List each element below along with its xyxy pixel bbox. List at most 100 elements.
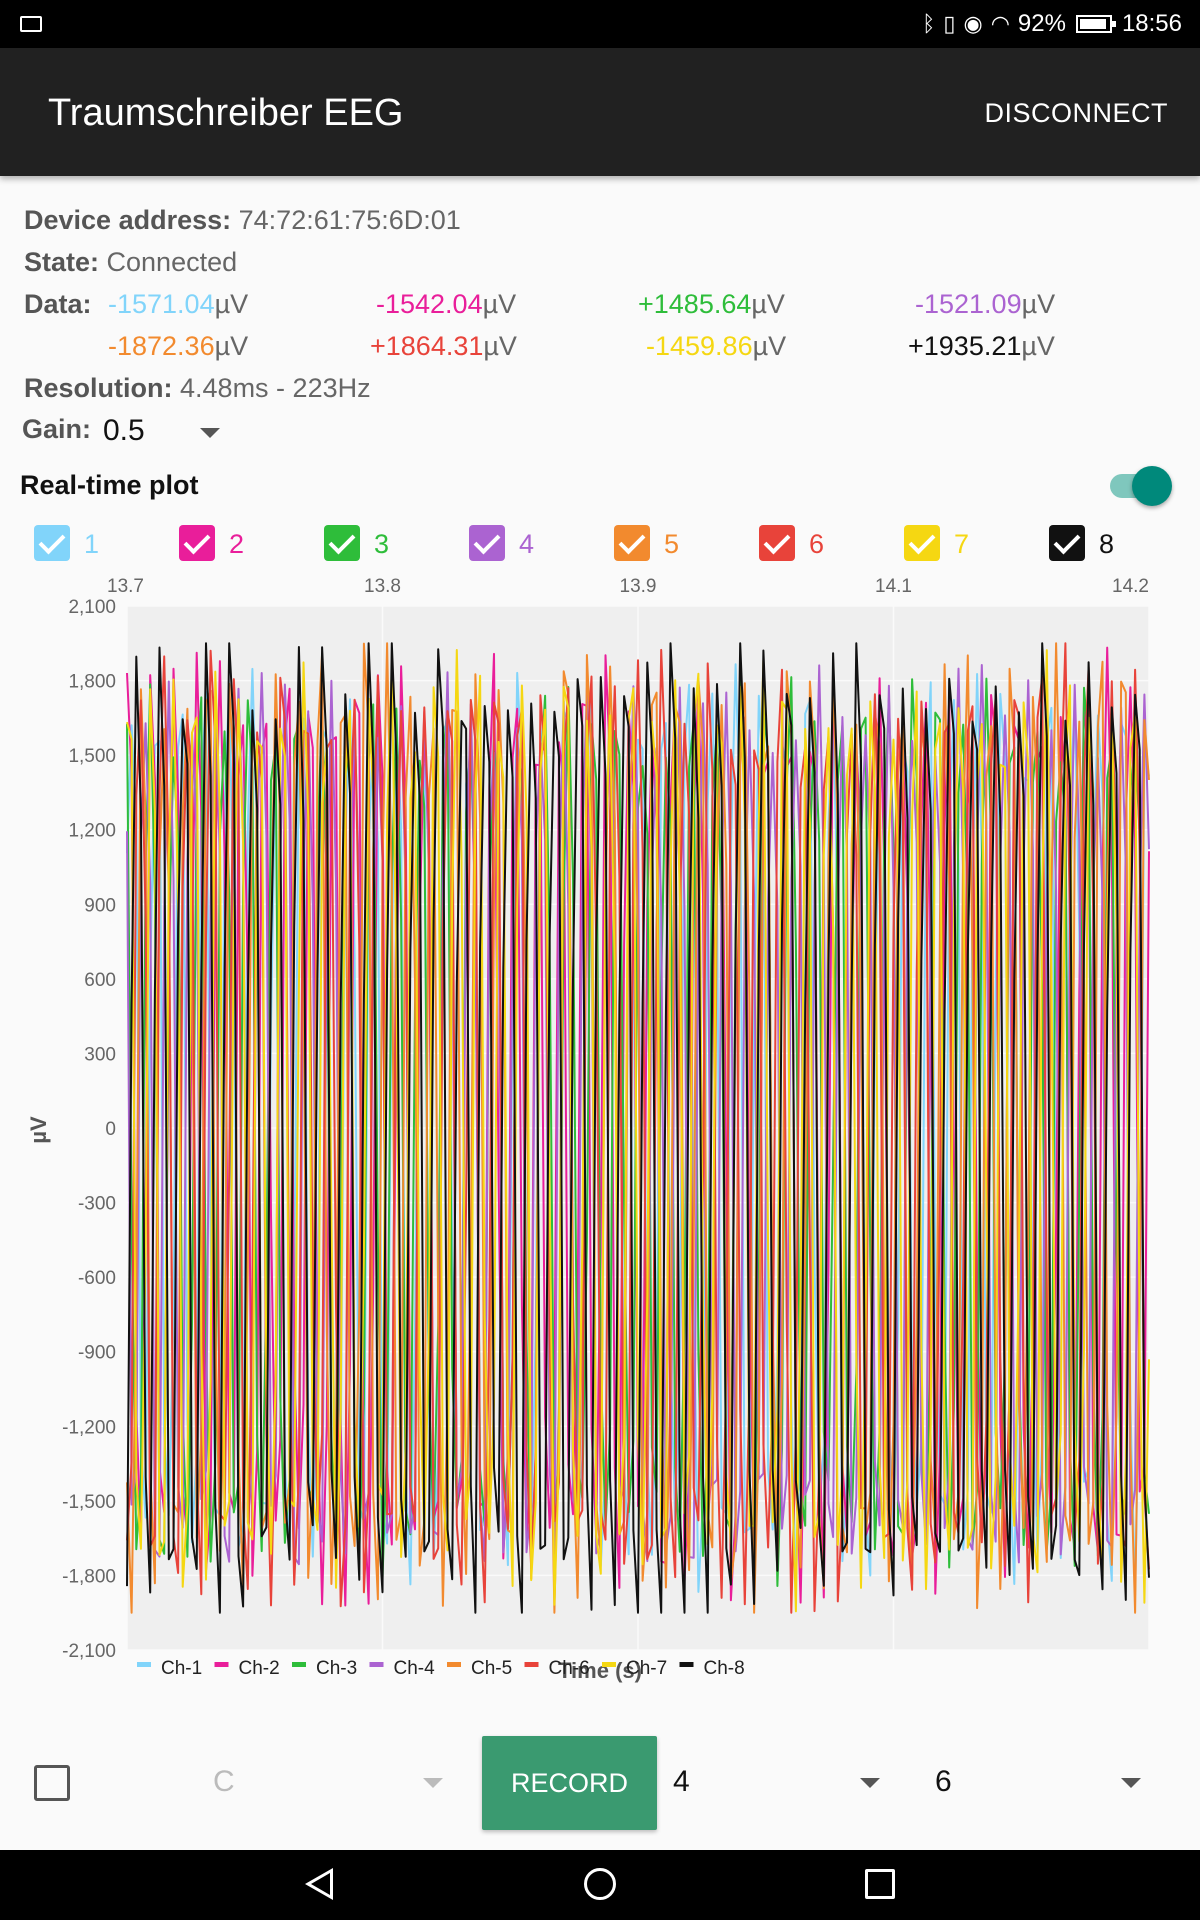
- legend-swatch-ch-4: [369, 1662, 384, 1667]
- legend-label-ch-7: Ch-7: [626, 1658, 667, 1679]
- back-icon[interactable]: [305, 1868, 333, 1900]
- series-line-ch-8: [126, 642, 1150, 1614]
- legend-label-ch-1: Ch-1: [161, 1658, 202, 1679]
- legend-swatch-ch-1: [137, 1662, 151, 1667]
- channel-toggle-5[interactable]: [614, 525, 650, 561]
- channel-value-8: +1935.21µV: [908, 331, 1055, 361]
- y-tick-label: 1,200: [68, 821, 116, 842]
- series-line-ch-4: [126, 664, 1150, 1566]
- state-value: Connected: [106, 247, 238, 277]
- data-row: Data:: [24, 289, 92, 320]
- y-axis-label: µV: [26, 1116, 51, 1144]
- channel-toggle-label-3: 3: [374, 529, 390, 559]
- home-icon[interactable]: [584, 1868, 616, 1900]
- realtime-plot-label: Real-time plot: [20, 470, 199, 500]
- channel-toggle-3[interactable]: [324, 525, 360, 561]
- channel-toggle-label-6: 6: [809, 529, 825, 559]
- device-address-row: Device address: 74:72:61:75:6D:01: [24, 205, 461, 236]
- spinner-6[interactable]: 6: [935, 1765, 952, 1798]
- channel-toggle-8[interactable]: [1049, 525, 1085, 561]
- device-address-value: 74:72:61:75:6D:01: [238, 205, 461, 235]
- channel-toggle-label-8: 8: [1099, 529, 1115, 559]
- y-tick-label: -1,500: [62, 1492, 116, 1513]
- channel-toggle-6[interactable]: [759, 525, 795, 561]
- spinner-6-dropdown-icon[interactable]: [1121, 1778, 1141, 1788]
- x-axis-label: Time (s): [558, 1658, 642, 1683]
- eye-icon: ◉: [963, 11, 983, 36]
- status-bar: ᛒ ▯ ◉ ◠ 92% 18:56: [0, 0, 1200, 48]
- channel-toggle-2[interactable]: [179, 525, 215, 561]
- y-tick-label: -600: [78, 1268, 116, 1289]
- resolution-label: Resolution:: [24, 373, 173, 403]
- channel-value-7: -1459.86µV: [646, 331, 787, 361]
- data-label: Data:: [24, 289, 92, 319]
- app-bar: Traumschreiber EEG DISCONNECT: [0, 48, 1200, 176]
- recent-apps-icon[interactable]: [865, 1869, 895, 1899]
- legend-swatch-ch-6: [524, 1662, 539, 1667]
- state-row: State: Connected: [24, 247, 237, 278]
- y-tick-label: 300: [84, 1044, 116, 1065]
- y-tick-label: 1,500: [68, 746, 116, 767]
- legend-label-ch-2: Ch-2: [239, 1658, 280, 1679]
- legend-label-ch-6: Ch-6: [549, 1658, 590, 1679]
- channel-value-5: -1872.36µV: [108, 331, 249, 361]
- gain-spinner[interactable]: 0.5: [103, 414, 145, 447]
- record-option-checkbox[interactable]: [34, 1765, 70, 1801]
- channel-toggle-label-7: 7: [954, 529, 970, 559]
- resolution-row: Resolution: 4.48ms - 223Hz: [24, 373, 371, 404]
- channel-value-3: +1485.64µV: [638, 289, 785, 319]
- series-line-ch-1: [126, 663, 1150, 1596]
- record-button[interactable]: RECORD: [482, 1736, 657, 1830]
- spinner-4[interactable]: 4: [673, 1765, 690, 1798]
- eeg-chart: 2,100 1,800 1,500 1,200 900 600 300 0 -300 -600 -9…: [26, 576, 1150, 1683]
- legend-label-ch-4: Ch-4: [394, 1658, 436, 1679]
- legend-swatch-ch-7: [602, 1662, 616, 1667]
- x-tick-label: 14.2: [1112, 576, 1149, 597]
- series-line-ch-6: [126, 642, 1150, 1614]
- channel-toggle-1[interactable]: [34, 525, 70, 561]
- legend-label-ch-5: Ch-5: [471, 1658, 512, 1679]
- bluetooth-icon: ᛒ: [922, 11, 936, 36]
- x-tick-label: 13.8: [364, 576, 401, 597]
- channel-value-4: -1521.09µV: [915, 289, 1056, 319]
- notification-icon: [20, 16, 42, 32]
- gain-label: Gain:: [22, 414, 92, 444]
- gain-label-row: Gain:: [22, 414, 91, 445]
- state-label: State:: [24, 247, 100, 277]
- battery-percent: 92%: [1017, 10, 1066, 37]
- resolution-value: 4.48ms - 223Hz: [180, 373, 371, 403]
- channel-value-6: +1864.31µV: [370, 331, 517, 361]
- app-title: Traumschreiber EEG: [48, 92, 404, 134]
- channel-toggle-7[interactable]: [904, 525, 940, 561]
- status-icons: ᛒ ▯ ◉ ◠ 92% 18:56: [922, 10, 1182, 38]
- x-tick-label: 13.9: [620, 576, 657, 597]
- y-tick-label: -300: [78, 1194, 116, 1215]
- navigation-bar: [0, 1850, 1200, 1920]
- legend-swatch-ch-3: [292, 1662, 306, 1667]
- realtime-plot-switch[interactable]: [1106, 466, 1174, 506]
- spinner-c[interactable]: C: [213, 1765, 235, 1798]
- legend-swatch-ch-2: [214, 1662, 229, 1667]
- x-tick-label: 14.1: [875, 576, 912, 597]
- battery-icon: [1075, 15, 1116, 33]
- device-address-label: Device address:: [24, 205, 232, 235]
- y-tick-label: -2,100: [62, 1641, 116, 1662]
- y-tick-label: 0: [105, 1119, 116, 1140]
- channel-toggle-label-2: 2: [229, 529, 245, 559]
- series-line-ch-7: [126, 649, 1150, 1613]
- y-tick-label: 900: [84, 895, 116, 916]
- channel-toggle-label-1: 1: [84, 529, 100, 559]
- y-tick-label: -900: [78, 1343, 116, 1364]
- x-tick-label: 13.7: [107, 576, 144, 597]
- spinner-c-dropdown-icon[interactable]: [423, 1778, 443, 1788]
- spinner-4-dropdown-icon[interactable]: [860, 1778, 880, 1788]
- y-tick-label: -1,800: [62, 1566, 116, 1587]
- channel-toggle-4[interactable]: [469, 525, 505, 561]
- vibrate-icon: ▯: [943, 11, 956, 36]
- channel-toggle-label-5: 5: [664, 529, 680, 559]
- disconnect-button[interactable]: DISCONNECT: [984, 98, 1168, 128]
- gain-dropdown-icon[interactable]: [200, 428, 220, 438]
- legend-swatch-ch-8: [679, 1662, 694, 1667]
- legend-label-ch-8: Ch-8: [704, 1658, 745, 1679]
- y-tick-label: 1,800: [68, 672, 116, 693]
